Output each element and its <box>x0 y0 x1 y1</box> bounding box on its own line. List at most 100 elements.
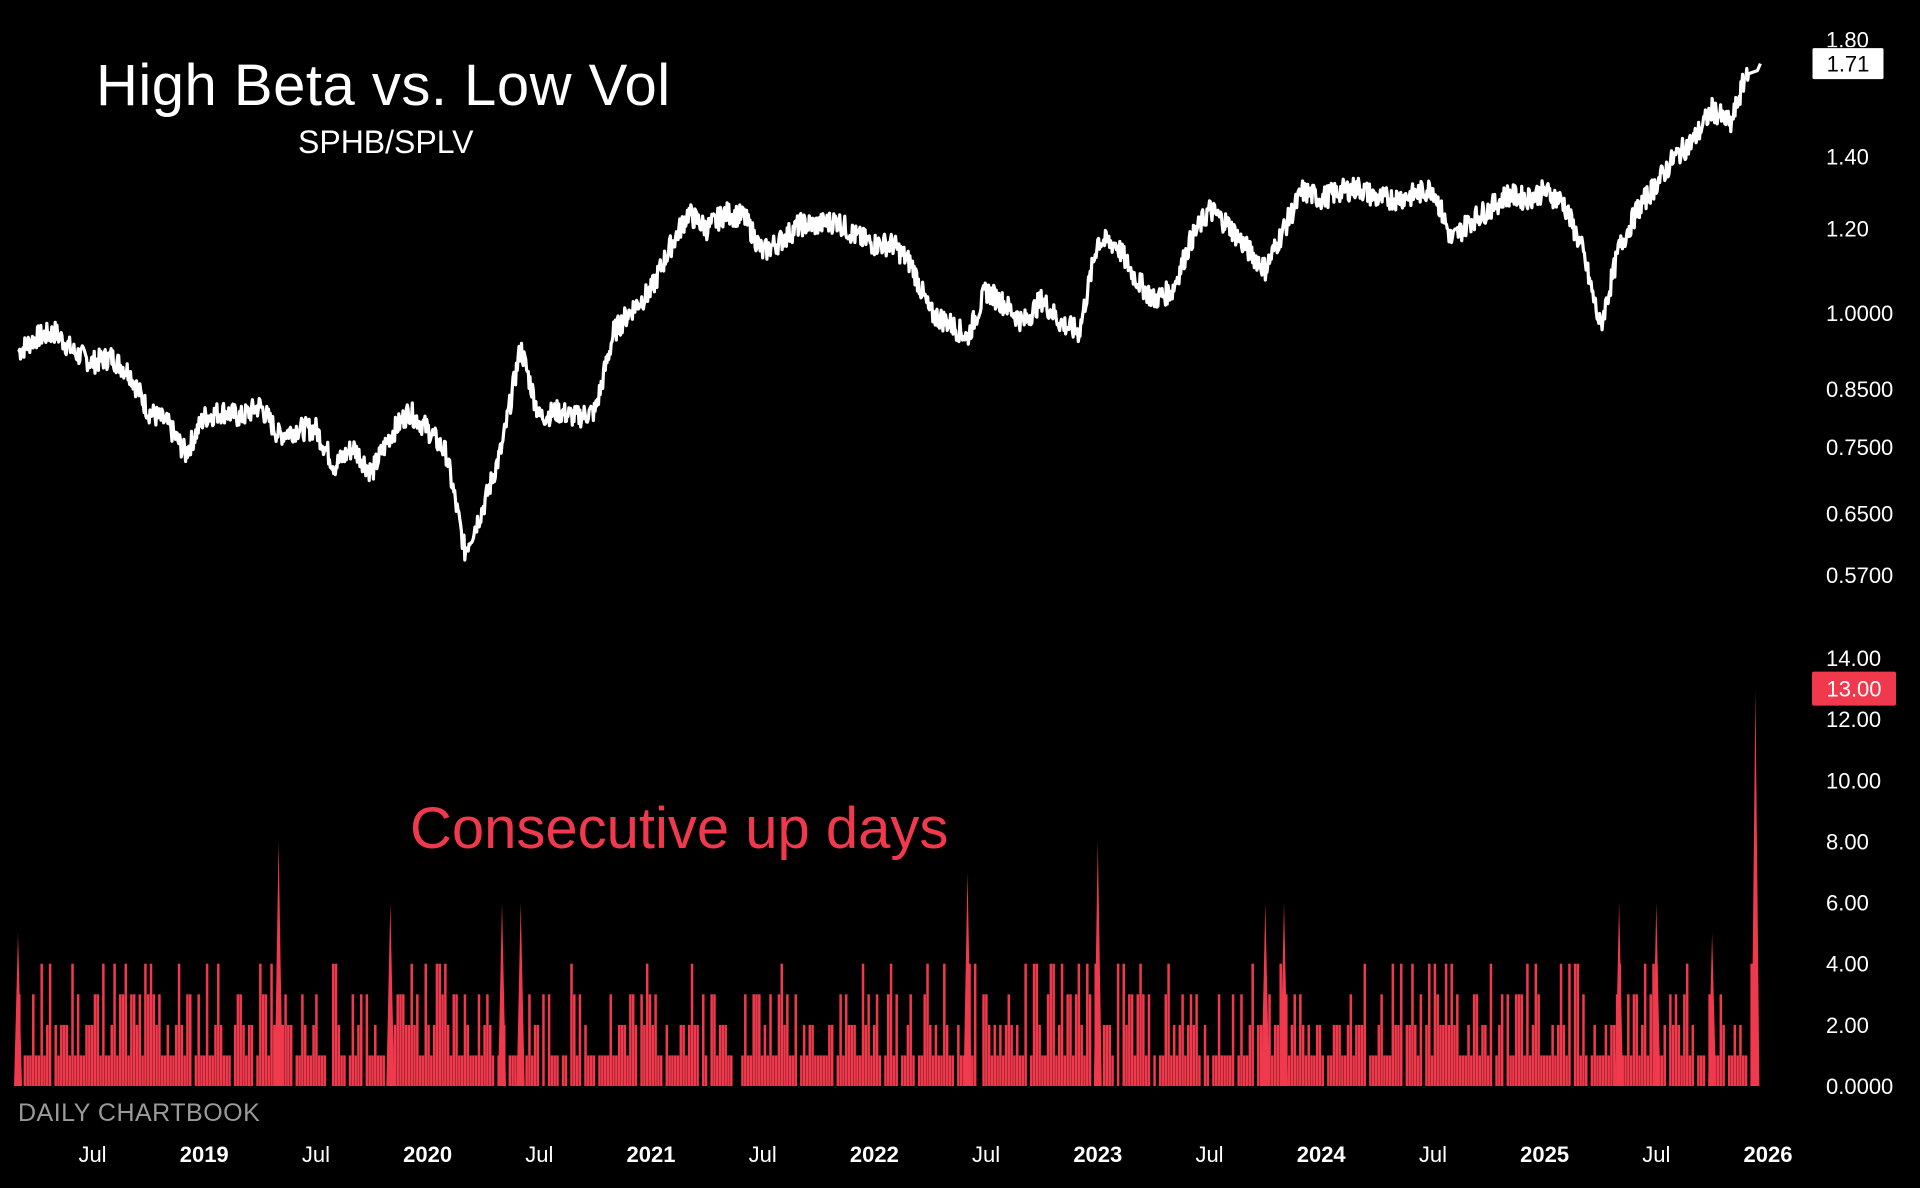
streak-bar <box>864 1024 868 1086</box>
streak-bar <box>177 963 181 1086</box>
streak-bar <box>399 994 402 1086</box>
streak-bar <box>1512 1055 1515 1086</box>
streak-bar <box>1456 994 1459 1086</box>
streak-bar <box>438 963 441 1086</box>
streak-bar <box>351 994 355 1086</box>
streak-bar <box>1416 1055 1420 1086</box>
streak-bar <box>828 1024 831 1086</box>
streak-bar <box>701 994 705 1086</box>
streak-bar <box>1716 1055 1720 1086</box>
x-axis-label: Jul <box>78 1142 106 1167</box>
streak-bar <box>634 1024 638 1086</box>
line-series-group <box>17 62 1762 562</box>
streak-bar <box>783 1024 786 1086</box>
streak-bar <box>1444 963 1448 1086</box>
streak-bar <box>1699 1055 1703 1086</box>
streak-bar <box>575 1055 579 1086</box>
streak-bar <box>1374 1055 1378 1086</box>
bar-y-tick: 4.00 <box>1826 952 1869 977</box>
bar-series-label: Consecutive up days <box>410 796 949 861</box>
streak-bar <box>1136 994 1140 1086</box>
streak-bar <box>1582 994 1585 1086</box>
streak-bar <box>368 1055 371 1086</box>
streak-bar <box>665 1024 669 1086</box>
streak-bar <box>1296 1055 1299 1086</box>
streak-bar <box>1604 1024 1608 1086</box>
streak-bar <box>1514 994 1518 1086</box>
streak-bar <box>850 1024 854 1086</box>
streak-bar <box>298 1055 301 1086</box>
streak-bar <box>1198 1055 1201 1086</box>
streak-bar <box>1627 994 1630 1086</box>
streak-bar <box>704 1055 708 1086</box>
streak-bar <box>788 1055 792 1086</box>
streak-bar <box>1579 1055 1582 1086</box>
streak-bar <box>1669 994 1672 1086</box>
streak-bar <box>57 1055 60 1086</box>
streak-bar <box>404 1024 408 1086</box>
streak-bar <box>152 994 156 1086</box>
streak-bar <box>973 963 977 1086</box>
streak-bar <box>267 1055 271 1086</box>
streak-bar <box>690 963 694 1086</box>
streak-bar <box>920 1055 924 1086</box>
streak-bar <box>273 1024 276 1086</box>
streak-bar <box>758 994 761 1086</box>
streak-bar <box>348 1055 352 1086</box>
streak-bar <box>631 994 635 1086</box>
streak-bar <box>186 994 189 1086</box>
streak-spike <box>1280 902 1288 1086</box>
streak-bar <box>217 963 220 1086</box>
streak-bar <box>1315 1024 1319 1086</box>
streak-bar <box>1363 963 1367 1086</box>
bar-y-tick: 6.00 <box>1826 891 1869 916</box>
streak-bar <box>1212 1055 1215 1086</box>
streak-bar <box>337 1024 341 1086</box>
streak-bar <box>1349 994 1353 1086</box>
streak-bar <box>233 1024 237 1086</box>
streak-bar <box>1573 963 1577 1086</box>
streak-bar <box>917 1055 921 1086</box>
streak-bar <box>37 1055 41 1086</box>
streak-bar <box>396 994 399 1086</box>
streak-bar <box>477 994 481 1086</box>
streak-bar <box>802 1024 806 1086</box>
streak-bar <box>673 1055 677 1086</box>
x-axis-label: 2023 <box>1073 1142 1122 1167</box>
streak-bar <box>1108 1024 1111 1086</box>
streak-bar <box>528 994 531 1086</box>
streak-bar <box>791 1055 795 1086</box>
streak-bar <box>1074 994 1078 1086</box>
streak-bar <box>1495 1055 1498 1086</box>
streak-bar <box>909 994 912 1086</box>
streak-bar <box>1069 994 1072 1086</box>
streak-bar <box>113 963 116 1086</box>
streak-bar <box>808 1024 812 1086</box>
streak-bar <box>371 1055 374 1086</box>
streak-bar <box>749 1055 753 1086</box>
streak-bar <box>365 994 369 1086</box>
streak-bar <box>1214 1055 1218 1086</box>
streak-bar <box>780 963 783 1086</box>
streak-bar <box>687 1024 691 1086</box>
streak-bar <box>96 994 100 1086</box>
streak-bar <box>1338 1024 1341 1086</box>
streak-bar <box>839 994 842 1086</box>
streak-bar <box>1624 1055 1627 1086</box>
streak-bar <box>306 1055 310 1086</box>
streak-bar <box>553 1055 556 1086</box>
streak-bar <box>654 994 657 1086</box>
streak-bar <box>1559 963 1563 1086</box>
streak-bar <box>1195 994 1198 1086</box>
streak-bar <box>721 1024 725 1086</box>
streak-bar <box>1243 1055 1246 1086</box>
x-axis-label: 2026 <box>1744 1142 1793 1167</box>
streak-bar <box>1318 1024 1322 1086</box>
streak-bar <box>693 1024 697 1086</box>
streak-bar <box>1133 1055 1137 1086</box>
streak-bar <box>264 994 268 1086</box>
streak-bar <box>250 1024 254 1086</box>
streak-bar <box>934 1024 938 1086</box>
streak-bar <box>1741 1055 1745 1086</box>
streak-bar <box>858 1055 862 1086</box>
